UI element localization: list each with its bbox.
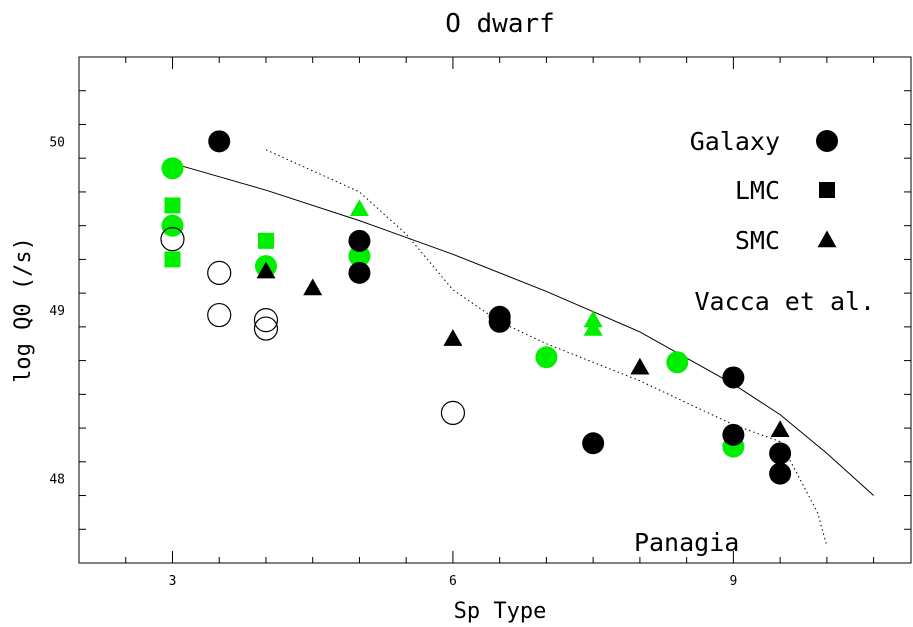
black-circle-point [582, 432, 605, 455]
x-axis-title: Sp Type [454, 599, 547, 624]
data-points [160, 130, 792, 485]
black-circle-point [208, 130, 231, 153]
x-tick-label: 9 [729, 574, 737, 589]
green-triangle-point [349, 199, 369, 216]
black-circle-point [769, 462, 792, 485]
plot-frame [78, 56, 912, 564]
y-axis-title: log Q0 (/s) [11, 237, 36, 383]
green-square-point [164, 251, 181, 268]
green-circle-point [348, 245, 371, 268]
chart-title: O dwarf [445, 9, 555, 39]
legend-square-icon [819, 182, 835, 198]
black-circle-point [722, 366, 745, 389]
black-open-circle-point [160, 227, 185, 252]
legend: Galaxy LMC SMC [690, 127, 838, 255]
axis-tick-labels: 3 6 9 48 49 50 [49, 135, 737, 589]
black-open-circle-point [253, 316, 279, 341]
black-triangle-point [443, 329, 463, 346]
y-tick-label: 49 [49, 304, 65, 319]
green-circle-point [666, 351, 689, 374]
green-circle-point [161, 157, 184, 180]
black-triangle-point [770, 420, 790, 437]
x-tick-label: 3 [169, 574, 177, 589]
green-square-point [257, 232, 274, 249]
y-tick-label: 48 [49, 473, 65, 488]
black-triangle-point [303, 278, 323, 296]
black-circle-point [348, 261, 371, 284]
axis-ticks [79, 56, 911, 564]
black-open-circle-point [253, 308, 279, 333]
black-open-circle-point [207, 260, 232, 285]
legend-label-galaxy: Galaxy [690, 127, 780, 156]
black-circle-point [769, 442, 792, 465]
legend-label-lmc: LMC [735, 176, 780, 205]
black-triangle-point [630, 357, 650, 375]
black-open-circle-point [207, 302, 232, 328]
curve-panagia [265, 149, 828, 547]
annotations: Vacca et al. Panagia [634, 287, 875, 557]
black-circle-point [722, 423, 745, 446]
green-circle-point [161, 214, 184, 237]
green-circle-point [535, 346, 558, 369]
legend-label-smc: SMC [735, 226, 780, 255]
legend-triangle-icon [817, 230, 837, 248]
legend-circle-icon [816, 130, 838, 152]
black-open-circle-point [440, 400, 466, 425]
green-triangle-point [583, 310, 603, 328]
y-tick-label: 50 [49, 135, 65, 150]
black-circle-point [488, 310, 511, 333]
annotation-vacca-et-al: Vacca et al. [694, 287, 875, 316]
model-curves [172, 149, 874, 547]
black-triangle-point [256, 261, 276, 279]
green-triangle-point [583, 319, 603, 336]
annotation-panagia: Panagia [634, 528, 739, 557]
green-square-point [164, 197, 181, 214]
x-tick-label: 6 [449, 574, 457, 589]
black-circle-point [348, 229, 371, 252]
